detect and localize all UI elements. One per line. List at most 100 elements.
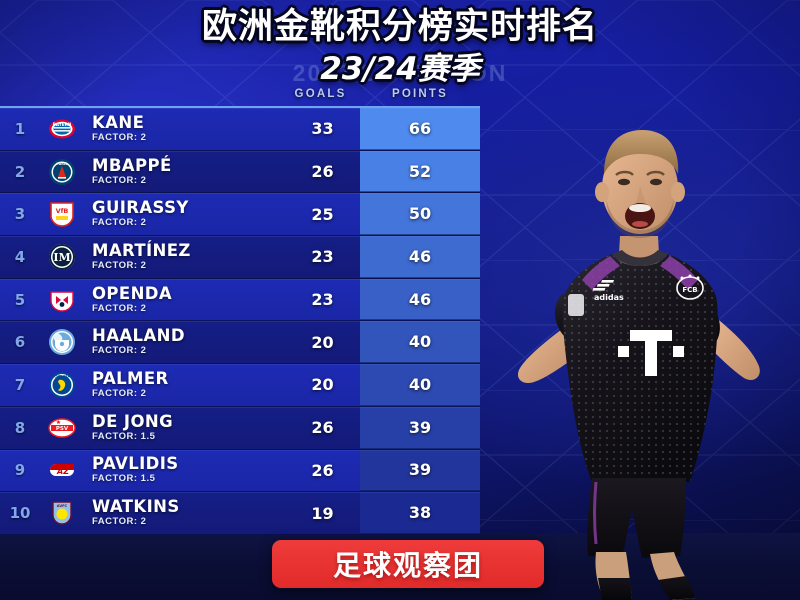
harry-kane-photo: adidas FCB: [500, 58, 800, 600]
table-row[interactable]: 6 HAALAND FACTOR: 2 20 40: [0, 321, 480, 365]
svg-text:adidas: adidas: [594, 293, 624, 302]
rank-number: 3: [14, 205, 26, 224]
goals-value: 23: [311, 290, 334, 310]
rank-number: 9: [14, 461, 26, 480]
page-title: 欧洲金靴积分榜实时排名: [201, 7, 598, 47]
leaderboard-table: 1 BAYERN KANE FACTOR: 2 33 66 2 PARIS MBAPPÉ…: [0, 106, 480, 535]
club-badge-wrapper: VfB: [40, 200, 84, 228]
goals-value: 26: [311, 460, 334, 480]
ghost-season-text: 2023/24 SEASON: [292, 60, 508, 86]
table-row[interactable]: 8 PSV DE JONG FACTOR: 1.5 26 39: [0, 406, 480, 450]
player-factor: FACTOR: 2: [92, 174, 147, 186]
player-info: KANE FACTOR: 2: [84, 114, 285, 144]
svg-text:FCB: FCB: [682, 286, 697, 294]
goals-value: 33: [311, 119, 334, 139]
player-factor: FACTOR: 2: [92, 516, 147, 528]
club-badge-wrapper: PARIS: [40, 158, 84, 186]
points-value: 46: [360, 236, 480, 278]
club-badge-wrapper: IM: [40, 243, 84, 271]
player-info: MBAPPÉ FACTOR: 2: [84, 157, 285, 187]
points-value: 52: [360, 150, 480, 193]
rank-number: 7: [14, 375, 26, 394]
player-info: WATKINS FACTOR: 2: [84, 498, 285, 528]
player-name: OPENDA: [92, 283, 173, 303]
column-header-goals: GOALS: [294, 88, 347, 100]
player-factor: FACTOR: 2: [92, 302, 147, 314]
rank-number: 2: [14, 162, 26, 181]
svg-text:CHELSEA: CHELSEA: [54, 374, 71, 378]
player-info: OPENDA FACTOR: 2: [84, 285, 285, 315]
rank-number: 4: [14, 247, 26, 266]
table-row[interactable]: 2 PARIS MBAPPÉ FACTOR: 2 26 52: [0, 150, 480, 194]
player-info: GUIRASSY FACTOR: 2: [84, 199, 285, 229]
club-badge-wrapper: [40, 328, 84, 356]
rank-number: 6: [14, 333, 26, 352]
svg-text:AVFC: AVFC: [57, 504, 68, 508]
table-row[interactable]: 1 BAYERN KANE FACTOR: 2 33 66: [0, 108, 480, 151]
club-badge-wrapper: PSV: [40, 414, 84, 442]
goals-value: 20: [311, 332, 334, 352]
rank-number: 10: [9, 504, 31, 523]
player-name: DE JONG: [92, 411, 174, 431]
table-row[interactable]: 3 VfB GUIRASSY FACTOR: 2 25 50: [0, 193, 480, 237]
player-factor: FACTOR: 2: [92, 259, 147, 271]
svg-text:BAYERN: BAYERN: [53, 122, 72, 127]
rank-number: 8: [14, 418, 26, 437]
club-badge-wrapper: BAYERN: [40, 115, 84, 143]
player-factor: FACTOR: 2: [92, 131, 147, 143]
player-name: GUIRASSY: [92, 198, 189, 218]
table-row[interactable]: 4 IM MARTÍNEZ FACTOR: 2 23 46: [0, 236, 480, 279]
goals-value: 19: [311, 503, 334, 523]
club-badge-wrapper: CHELSEA: [40, 371, 84, 399]
az-badge: AZ: [48, 456, 76, 484]
goals-value: 20: [311, 375, 334, 395]
leipzig-badge: [48, 286, 76, 314]
points-value: 66: [360, 108, 480, 150]
player-factor: FACTOR: 1.5: [92, 430, 156, 442]
chelsea-badge: CHELSEA: [48, 371, 76, 399]
club-badge-wrapper: AZ: [40, 456, 84, 484]
club-badge-wrapper: AVFC: [40, 499, 84, 527]
stuttgart-badge: VfB: [48, 200, 76, 228]
player-name: WATKINS: [92, 497, 180, 517]
points-value: 40: [360, 364, 480, 406]
svg-text:VfB: VfB: [56, 207, 69, 215]
player-info: MARTÍNEZ FACTOR: 2: [84, 242, 285, 272]
player-name: HAALAND: [92, 326, 185, 346]
goals-value: 23: [311, 247, 334, 267]
player-name: PAVLIDIS: [92, 454, 179, 474]
points-value: 40: [360, 321, 480, 364]
table-row[interactable]: 10 AVFC WATKINS FACTOR: 2 19 38: [0, 492, 480, 535]
bayern-badge: BAYERN: [48, 115, 76, 143]
svg-text:PSV: PSV: [56, 426, 69, 432]
table-row[interactable]: 7 CHELSEA PALMER FACTOR: 2 20 40: [0, 364, 480, 407]
header: 2023/24 SEASON 欧洲金靴积分榜实时排名 23/24赛季: [0, 8, 800, 87]
points-value: 46: [360, 278, 480, 321]
player-factor: FACTOR: 1.5: [92, 473, 156, 485]
mancity-badge: [48, 328, 76, 356]
svg-text:AZ: AZ: [56, 467, 69, 476]
player-info: PALMER FACTOR: 2: [84, 370, 285, 400]
player-info: PAVLIDIS FACTOR: 1.5: [84, 455, 285, 485]
player-info: HAALAND FACTOR: 2: [84, 327, 285, 357]
player-factor: FACTOR: 2: [92, 217, 147, 229]
rank-number: 5: [14, 290, 26, 309]
page-subtitle: 23/24赛季: [320, 51, 480, 87]
player-factor: FACTOR: 2: [92, 345, 147, 357]
rank-number: 1: [14, 119, 26, 138]
points-value: 38: [360, 492, 480, 534]
points-value: 39: [360, 449, 480, 492]
player-name: KANE: [92, 112, 145, 132]
player-name: MARTÍNEZ: [92, 240, 191, 260]
channel-banner[interactable]: 足球观察团: [272, 540, 544, 588]
column-headers: GOALS POINTS: [0, 88, 480, 106]
table-row[interactable]: 5 OPENDA FACTOR: 2 23 46: [0, 278, 480, 322]
psv-badge: PSV: [48, 414, 76, 442]
astonvilla-badge: AVFC: [48, 499, 76, 527]
player-info: DE JONG FACTOR: 1.5: [84, 413, 285, 443]
psg-badge: PARIS: [48, 158, 76, 186]
goals-value: 26: [311, 418, 334, 438]
table-row[interactable]: 9 AZ PAVLIDIS FACTOR: 1.5 26 39: [0, 449, 480, 493]
channel-banner-label: 足球观察团: [332, 549, 483, 582]
svg-text:PARIS: PARIS: [56, 162, 68, 166]
